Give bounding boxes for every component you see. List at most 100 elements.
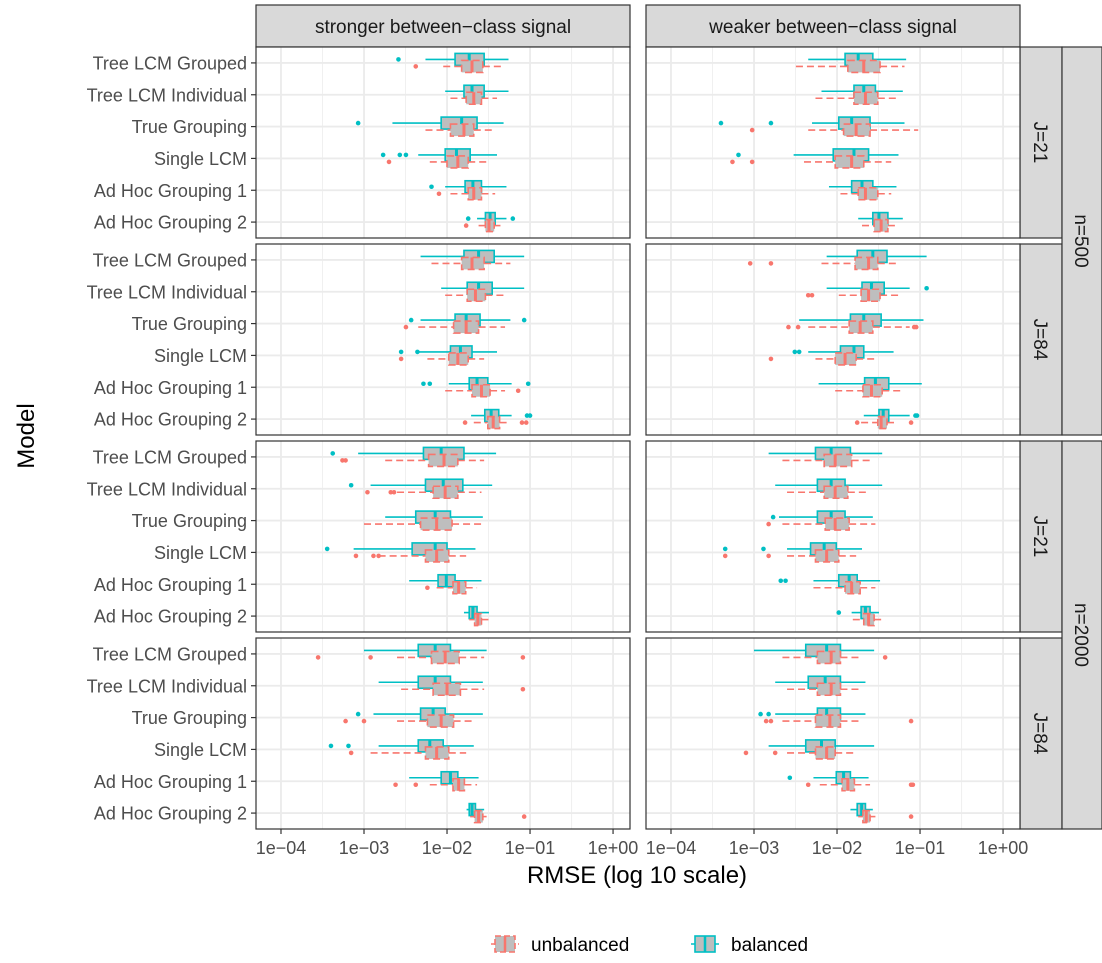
panels-layer: stronger between−class signal weaker betw… bbox=[87, 4, 1102, 858]
panel-border bbox=[255, 440, 631, 633]
boxplot-box bbox=[364, 517, 482, 531]
y-tick-label: Single LCM bbox=[154, 149, 247, 169]
boxplot-box bbox=[815, 91, 899, 106]
facet-panel bbox=[646, 638, 1020, 829]
boxplot-box bbox=[315, 650, 526, 665]
boxplot-box bbox=[462, 415, 529, 430]
y-tick-label: Ad Hoc Grouping 2 bbox=[94, 213, 247, 233]
outlier-point bbox=[768, 120, 774, 126]
outlier-point bbox=[330, 451, 336, 456]
boxplot-box bbox=[364, 643, 487, 658]
outlier-point bbox=[520, 686, 526, 692]
outlier-point bbox=[796, 349, 802, 355]
facet-panel bbox=[646, 441, 1020, 632]
x-tick-label: 1e+00 bbox=[978, 838, 1029, 858]
boxplot-box bbox=[365, 485, 482, 500]
panel-background bbox=[646, 244, 1020, 435]
box-iqr bbox=[834, 155, 865, 169]
y-tick-label: True Grouping bbox=[132, 117, 247, 137]
y-tick-label: Tree LCM Individual bbox=[87, 85, 247, 105]
box-iqr bbox=[814, 714, 842, 728]
outlier-point bbox=[403, 324, 409, 330]
boxplot-box bbox=[353, 549, 467, 563]
panel-background bbox=[256, 638, 630, 829]
outlier-point bbox=[736, 152, 741, 158]
outlier-point bbox=[371, 553, 376, 559]
outlier-point bbox=[766, 553, 771, 559]
boxplot-box bbox=[766, 517, 876, 531]
boxplot-box bbox=[813, 580, 876, 595]
boxplot-box bbox=[858, 809, 914, 824]
boxplot-box bbox=[786, 320, 919, 334]
outlier-point bbox=[913, 324, 919, 330]
box-iqr bbox=[857, 186, 879, 201]
outlier-point bbox=[376, 553, 381, 559]
y-tick-label: True Grouping bbox=[132, 314, 247, 334]
boxplot-box bbox=[436, 186, 496, 201]
boxplot-box bbox=[401, 682, 526, 697]
facet-panel bbox=[646, 47, 1020, 238]
outlier-point bbox=[854, 420, 860, 425]
boxplot-box bbox=[463, 218, 501, 233]
boxplot-box bbox=[445, 383, 521, 398]
outlier-point bbox=[403, 152, 409, 158]
facet-strip-group bbox=[1061, 46, 1102, 436]
boxplot-box bbox=[469, 612, 489, 627]
x-tick-label: 1e+00 bbox=[588, 838, 639, 858]
y-tick-label: Tree LCM Grouped bbox=[93, 644, 247, 664]
outlier-point bbox=[787, 775, 793, 781]
boxplot-box bbox=[466, 802, 485, 817]
outlier-point bbox=[398, 356, 404, 362]
panel-border bbox=[645, 440, 1021, 633]
facet-strip-col bbox=[645, 4, 1021, 48]
boxplot-box bbox=[805, 288, 899, 303]
x-tick-label: 1e−01 bbox=[505, 838, 556, 858]
y-tick-label: Ad Hoc Grouping 1 bbox=[94, 181, 247, 201]
box-iqr bbox=[854, 256, 879, 271]
outlier-point bbox=[519, 420, 525, 425]
panel-border bbox=[255, 46, 631, 239]
y-axis-title: Model bbox=[13, 403, 40, 468]
outlier-point bbox=[730, 159, 735, 165]
boxplot-box bbox=[386, 155, 487, 169]
outlier-point bbox=[747, 261, 753, 266]
y-tick-label: Tree LCM Individual bbox=[87, 676, 247, 696]
outlier-point bbox=[722, 546, 728, 552]
outlier-point bbox=[521, 317, 527, 323]
legend-label: balanced bbox=[731, 935, 808, 956]
box-iqr bbox=[816, 650, 842, 665]
boxplot-box bbox=[730, 155, 892, 169]
outlier-point bbox=[391, 489, 397, 495]
outlier-point bbox=[914, 413, 920, 418]
outlier-point bbox=[425, 585, 430, 591]
box-iqr bbox=[823, 453, 853, 468]
outlier-point bbox=[770, 514, 776, 520]
outlier-point bbox=[386, 159, 392, 165]
y-tick-label: Ad Hoc Grouping 1 bbox=[94, 378, 247, 398]
y-tick-label: Ad Hoc Grouping 1 bbox=[94, 575, 247, 595]
facet-strip-col-label: weaker between−class signal bbox=[708, 17, 957, 38]
boxplot-box bbox=[763, 714, 914, 728]
boxplot-box bbox=[850, 802, 873, 817]
y-tick-label: Tree LCM Individual bbox=[87, 282, 247, 302]
y-tick-label: True Grouping bbox=[132, 511, 247, 531]
outlier-point bbox=[758, 711, 763, 717]
boxplot-box bbox=[805, 777, 916, 792]
box-iqr bbox=[860, 288, 881, 303]
panel-background bbox=[256, 47, 630, 238]
outlier-point bbox=[908, 718, 914, 724]
outlier-point bbox=[743, 750, 749, 756]
panel-background bbox=[256, 441, 630, 632]
y-tick-label: Ad Hoc Grouping 2 bbox=[94, 804, 247, 824]
outlier-point bbox=[408, 317, 414, 323]
boxplot-box bbox=[393, 777, 478, 792]
x-tick-label: 1e−04 bbox=[646, 838, 697, 858]
outlier-point bbox=[924, 285, 929, 291]
outlier-point bbox=[786, 324, 791, 330]
boxplot-box bbox=[463, 605, 489, 620]
facet-panel bbox=[256, 244, 630, 435]
boxplot-box bbox=[862, 218, 897, 233]
outlier-point bbox=[361, 718, 367, 724]
boxplot-box bbox=[840, 186, 892, 201]
outlier-point bbox=[380, 152, 386, 158]
